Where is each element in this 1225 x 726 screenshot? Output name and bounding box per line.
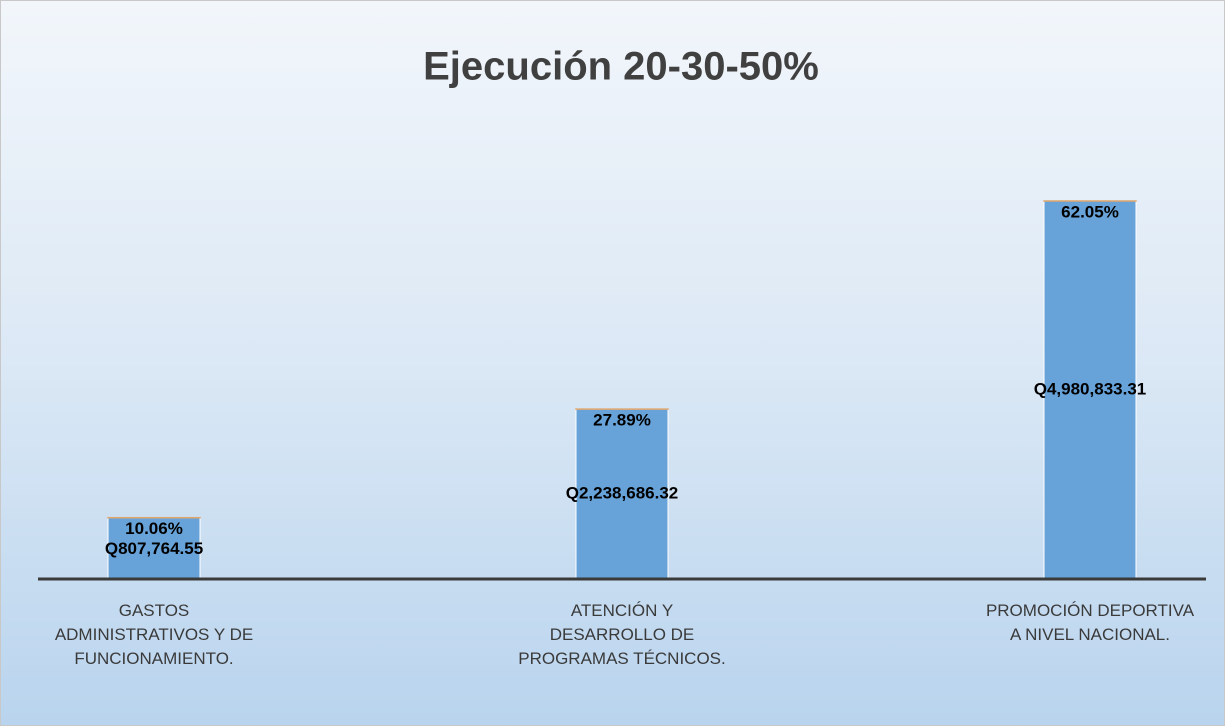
value-label: Q4,980,833.31: [1034, 379, 1146, 398]
x-tick-label: PROMOCIÓN DEPORTIVA A NIVEL NACIONAL.: [985, 601, 1195, 644]
x-tick-label: ATENCIÓN Y DESARROLLO DE PROGRAMAS TÉCNI…: [518, 601, 726, 668]
x-tick-label: GASTOS ADMINISTRATIVOS Y DE FUNCIONAMIEN…: [54, 601, 254, 668]
value-label: Q2,238,686.32: [566, 484, 678, 503]
percent-label: 62.05%: [1061, 202, 1119, 221]
percent-label: 27.89%: [593, 411, 651, 430]
bar: [575, 408, 669, 580]
bar: [107, 517, 201, 580]
percent-label: 10.06%: [125, 519, 183, 538]
chart-title: Ejecución 20-30-50%: [423, 45, 819, 89]
bar: [1043, 200, 1137, 580]
value-label: Q807,764.55: [105, 539, 203, 558]
